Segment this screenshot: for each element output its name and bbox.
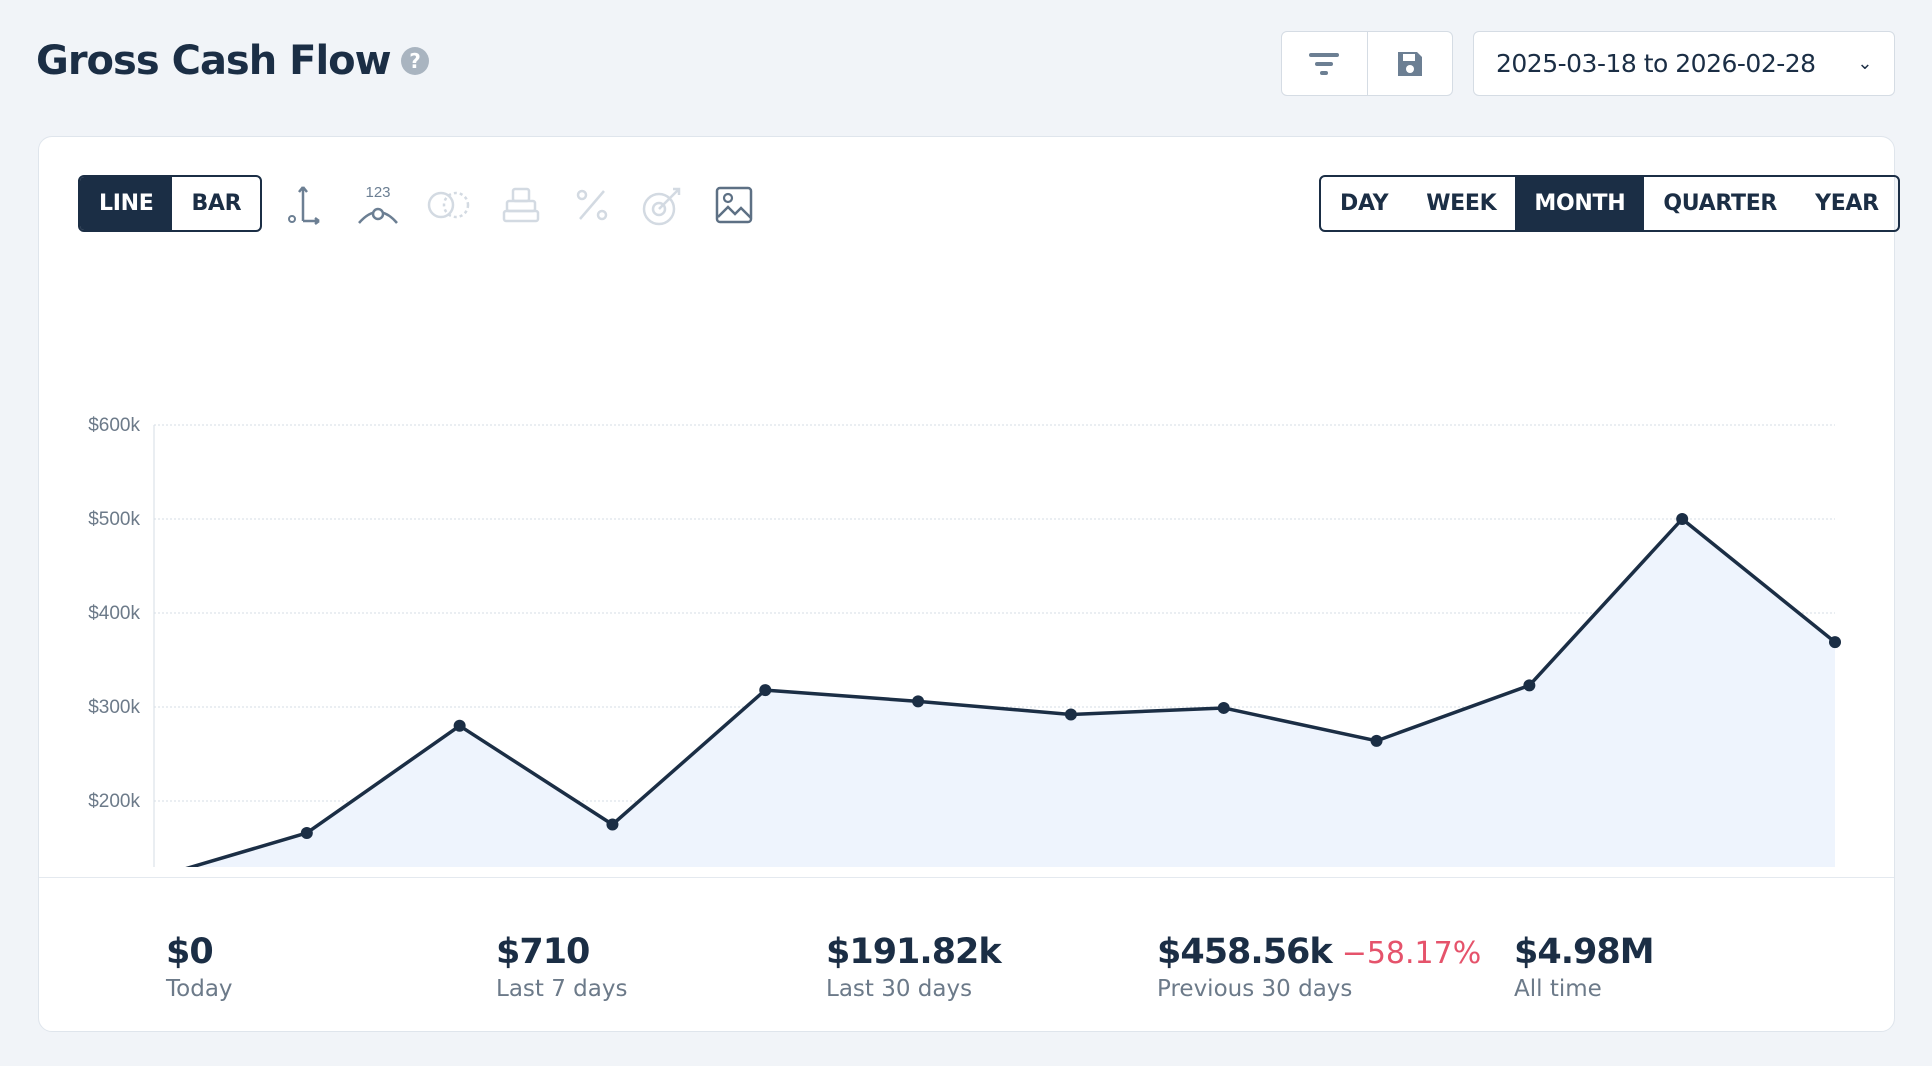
y-tick-label: $500k: [88, 509, 140, 530]
data-point: [1829, 636, 1841, 649]
data-point: [453, 719, 466, 732]
stat-change: −58.17%: [1341, 936, 1482, 971]
y-tick-label: $200k: [88, 791, 140, 812]
data-point: [759, 684, 772, 697]
filter-button[interactable]: [1282, 32, 1367, 95]
series-line: [185, 517, 1837, 867]
data-point: [1217, 701, 1230, 714]
save-icon: [1397, 51, 1422, 76]
period-quarter[interactable]: QUARTER: [1663, 191, 1778, 216]
stat-label: Today: [166, 976, 233, 1002]
stack-button[interactable]: [497, 181, 545, 229]
data-point: [1676, 513, 1689, 525]
compare-button[interactable]: [425, 181, 473, 229]
y-tick-label: $400k: [88, 603, 140, 624]
data-point: [1064, 708, 1077, 721]
period-day[interactable]: DAY: [1340, 191, 1389, 216]
data-point: [912, 695, 925, 708]
title-text: Gross Cash Flow: [36, 38, 392, 84]
data-point: [300, 826, 313, 839]
y-tick-label: $300k: [88, 697, 140, 718]
axis-icon: [288, 186, 320, 225]
action-buttons: [1281, 31, 1453, 96]
area-fill: [191, 519, 1835, 867]
stat-label: Previous 30 days: [1157, 976, 1353, 1002]
period-week[interactable]: WEEK: [1426, 191, 1497, 216]
stat-value: $0: [166, 932, 214, 972]
stat-label: Last 7 days: [496, 976, 628, 1002]
stats-row: $0 Today $710 Last 7 days $191.82k Last 30 …: [39, 877, 1894, 1032]
y-tick-label: $600k: [88, 415, 140, 436]
save-button[interactable]: [1366, 32, 1453, 95]
cash-flow-chart: $100k$200k$300k$400k$500k$600kMar 2025Ma…: [88, 415, 1841, 867]
chart-type-toggle: LINE BAR: [78, 175, 263, 232]
stat-value: $191.82k: [826, 932, 1002, 972]
svg-text:123: 123: [365, 184, 390, 201]
stat-all-time: $4.98M All time: [1514, 932, 1655, 1002]
chevron-down-icon: ⌄: [1857, 53, 1872, 74]
percent-icon: [576, 189, 608, 221]
data-labels-button[interactable]: 123: [354, 181, 402, 229]
axis-button[interactable]: [283, 181, 331, 229]
period-year[interactable]: YEAR: [1815, 191, 1879, 216]
filter-icon: [1309, 52, 1340, 75]
date-range-value: 2025-03-18 to 2026-02-28: [1496, 49, 1816, 78]
period-toggle: DAY WEEK MONTH QUARTER YEAR: [1319, 175, 1900, 232]
stat-value: $710: [496, 932, 590, 972]
stat-value: $458.56k: [1157, 932, 1333, 972]
goal-icon: [642, 187, 681, 226]
percent-button[interactable]: [568, 181, 616, 229]
image-export-button[interactable]: [710, 181, 758, 229]
chart-type-bar[interactable]: BAR: [191, 191, 242, 216]
data-point: [1370, 734, 1383, 747]
period-month[interactable]: MONTH: [1515, 177, 1645, 230]
stat-previous-30-days: $458.56k −58.17% Previous 30 days: [1157, 932, 1481, 1002]
stat-last-7-days: $710 Last 7 days: [496, 932, 627, 1002]
stat-last-30-days: $191.82k Last 30 days: [826, 932, 1002, 1002]
image-export-icon: [715, 186, 753, 224]
stat-today: $0 Today: [166, 932, 233, 1002]
data-labels-icon: 123: [358, 184, 398, 224]
data-point: [1523, 679, 1536, 692]
chart-type-line[interactable]: LINE: [80, 177, 173, 230]
stat-label: Last 30 days: [826, 976, 973, 1002]
stat-label: All time: [1514, 976, 1602, 1002]
question-circle-icon[interactable]: ?: [400, 47, 429, 75]
data-point: [606, 818, 619, 831]
stack-icon: [502, 187, 540, 223]
compare-icon: [427, 191, 470, 219]
goal-button[interactable]: [639, 181, 687, 229]
page-title: Gross Cash Flow?: [36, 38, 429, 84]
date-range-dropdown[interactable]: 2025-03-18 to 2026-02-28 ⌄: [1473, 31, 1895, 96]
stat-value: $4.98M: [1514, 932, 1655, 972]
